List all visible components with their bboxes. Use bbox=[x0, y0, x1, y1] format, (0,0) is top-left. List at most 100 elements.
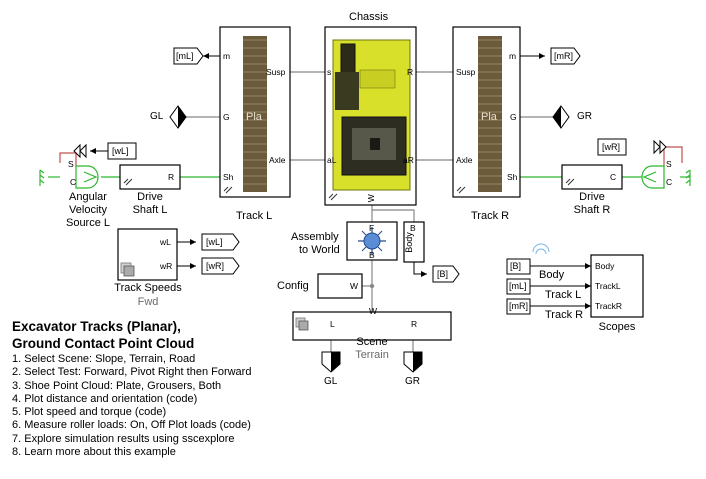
track-speeds-port-wr: wR bbox=[160, 261, 173, 271]
wireless-icon bbox=[532, 243, 550, 255]
tag-wr: [wR] bbox=[602, 142, 620, 152]
tag-wr-out: [wR] bbox=[206, 261, 224, 271]
track-l-port-susp: Susp bbox=[266, 67, 286, 77]
body-b-block[interactable] bbox=[403, 221, 425, 263]
angular-velocity-source-l[interactable] bbox=[39, 143, 99, 189]
goto-gl-label: GL bbox=[150, 111, 164, 122]
ground-r-icon bbox=[685, 169, 691, 186]
step-item[interactable]: 4. Plot distance and orientation (code) bbox=[12, 392, 198, 405]
angvel-label-3: Source L bbox=[65, 217, 111, 229]
drive-shaft-r-block[interactable] bbox=[561, 164, 623, 190]
tag-scope-ml: [mL] bbox=[509, 281, 527, 291]
assembly-label-1: Assembly bbox=[291, 231, 339, 243]
step-item[interactable]: 5. Plot speed and torque (code) bbox=[12, 406, 167, 419]
gl-bottom-connector[interactable] bbox=[321, 351, 341, 373]
track-r-block[interactable] bbox=[452, 26, 521, 198]
config-title: Config bbox=[277, 280, 309, 292]
track-r-port-susp: Susp bbox=[456, 67, 476, 77]
signal-track-r-label: Track R bbox=[545, 309, 584, 321]
angvel-l-c: C bbox=[70, 177, 77, 187]
scopes-block[interactable] bbox=[590, 254, 644, 318]
track-l-port-g: G bbox=[223, 112, 230, 122]
chassis-port-w: W bbox=[365, 194, 376, 203]
track-speeds-block[interactable] bbox=[117, 228, 178, 281]
page-title: Excavator Tracks (Planar), Ground Contac… bbox=[12, 318, 194, 352]
scopes-port-trackl: TrackL bbox=[595, 281, 621, 291]
scene-port-w: W bbox=[369, 306, 378, 316]
drive-l-title-2: Shaft L bbox=[132, 204, 168, 216]
track-l-mark: Pla bbox=[246, 111, 262, 123]
track-r-port-g: G bbox=[510, 112, 517, 122]
goto-gr-bottom-label: GR bbox=[405, 376, 420, 387]
scene-port-l: L bbox=[330, 319, 335, 329]
gr-connector[interactable] bbox=[552, 105, 570, 129]
body-b-port: B bbox=[410, 223, 416, 233]
assembly-port-b: B bbox=[369, 250, 375, 260]
track-speeds-sub: Fwd bbox=[137, 296, 159, 308]
ground-l-icon bbox=[39, 169, 45, 186]
drive-shaft-l-block[interactable] bbox=[119, 164, 181, 190]
track-r-title: Track R bbox=[471, 210, 510, 222]
title-line-1: Excavator Tracks (Planar), bbox=[12, 319, 181, 334]
angvel-r-c: C bbox=[666, 177, 673, 187]
drive-r-title-1: Drive bbox=[579, 191, 605, 203]
tag-ml: [mL] bbox=[176, 51, 194, 61]
chassis-port-r: R bbox=[407, 67, 414, 77]
goto-gl-bottom-label: GL bbox=[324, 376, 338, 387]
scene-block[interactable] bbox=[292, 311, 452, 341]
goto-gr-label: GR bbox=[577, 111, 592, 122]
connection-lines bbox=[48, 53, 690, 352]
tag-shapes bbox=[107, 47, 627, 315]
tag-b: [B] bbox=[437, 269, 449, 279]
track-r-port-axle: Axle bbox=[456, 155, 473, 165]
chassis-block[interactable] bbox=[324, 26, 417, 206]
gr-bottom-connector[interactable] bbox=[403, 351, 423, 373]
step-item[interactable]: 3. Shoe Point Cloud: Plate, Grousers, Bo… bbox=[12, 379, 222, 392]
angvel-l-s: S bbox=[68, 159, 74, 169]
gl-connector[interactable] bbox=[169, 105, 187, 129]
signal-track-l-label: Track L bbox=[545, 289, 582, 301]
angular-velocity-source-r[interactable] bbox=[641, 139, 691, 189]
track-l-block[interactable] bbox=[219, 26, 291, 198]
step-item[interactable]: 2. Select Test: Forward, Pivot Right the… bbox=[12, 366, 252, 379]
scopes-title: Scopes bbox=[598, 321, 636, 333]
assembly-to-world-block[interactable] bbox=[346, 221, 398, 261]
scene-port-r: R bbox=[411, 319, 418, 329]
step-item[interactable]: 7. Explore simulation results using ssce… bbox=[12, 432, 235, 445]
drive-r-port: C bbox=[610, 172, 617, 182]
config-port-w: W bbox=[350, 281, 359, 291]
tag-mr: [mR] bbox=[554, 51, 573, 61]
angvel-label-1: Angular bbox=[69, 191, 107, 203]
chassis-title: Chassis bbox=[349, 11, 389, 23]
chassis-port-ar: aR bbox=[403, 155, 414, 165]
scopes-port-body: Body bbox=[595, 261, 615, 271]
chassis-port-al: aL bbox=[327, 155, 337, 165]
tag-wl: [wL] bbox=[112, 146, 129, 156]
step-item[interactable]: 1. Select Scene: Slope, Terrain, Road bbox=[12, 353, 196, 365]
scene-title: Scene bbox=[356, 336, 388, 348]
track-l-port-m: m bbox=[223, 51, 231, 61]
tag-scope-mr: [mR] bbox=[509, 301, 528, 311]
track-l-title: Track L bbox=[236, 210, 273, 222]
track-l-port-axle: Axle bbox=[269, 155, 286, 165]
track-r-port-sh: Sh bbox=[507, 172, 518, 182]
track-r-port-m: m bbox=[509, 51, 517, 61]
step-item[interactable]: 8. Learn more about this example bbox=[12, 446, 176, 459]
title-line-2: Ground Contact Point Cloud bbox=[12, 336, 195, 351]
step-item[interactable]: 6. Measure roller loads: On, Off Plot lo… bbox=[12, 419, 251, 432]
angvel-label-2: Velocity bbox=[69, 204, 107, 216]
steps-list: 1. Select Scene: Slope, Terrain, Road 2.… bbox=[12, 353, 251, 459]
scene-sub: Terrain bbox=[355, 349, 389, 361]
drive-l-port: R bbox=[168, 172, 175, 182]
config-block[interactable] bbox=[317, 273, 363, 299]
track-r-mark: Pla bbox=[481, 111, 497, 123]
tag-wl-out: [wL] bbox=[206, 237, 223, 247]
track-l-port-sh: Sh bbox=[223, 172, 234, 182]
tag-scope-b: [B] bbox=[510, 261, 522, 271]
scopes-port-trackr: TrackR bbox=[595, 301, 623, 311]
link-icons bbox=[123, 178, 575, 201]
chassis-port-s: s bbox=[327, 67, 332, 77]
track-speeds-port-wl: wL bbox=[160, 237, 171, 247]
assembly-port-f: F bbox=[369, 223, 375, 233]
